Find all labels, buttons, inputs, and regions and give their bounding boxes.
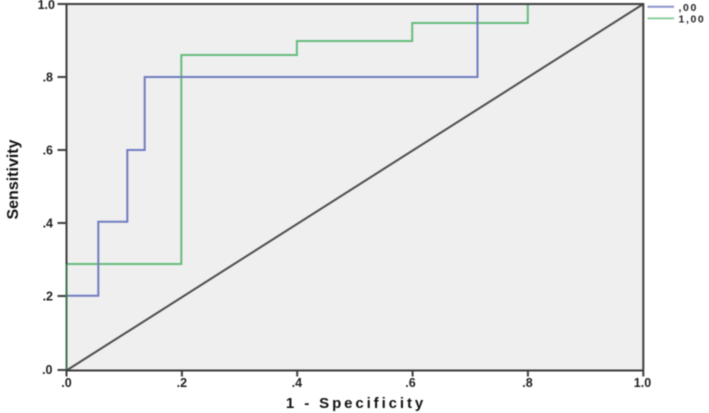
svg-text:.8: .8 — [522, 376, 532, 390]
svg-text:.4: .4 — [292, 376, 302, 390]
svg-text:Sensitivity: Sensitivity — [5, 139, 22, 219]
svg-text:.0: .0 — [42, 363, 52, 377]
svg-text:.2: .2 — [177, 376, 187, 390]
svg-text:1 - Specificity: 1 - Specificity — [286, 395, 426, 412]
svg-text:.2: .2 — [43, 290, 53, 304]
svg-text:.8: .8 — [43, 71, 53, 85]
svg-text:1,00: 1,00 — [679, 14, 706, 26]
svg-text:,00: ,00 — [679, 2, 698, 14]
svg-text:.4: .4 — [43, 217, 53, 231]
svg-text:.6: .6 — [43, 144, 53, 158]
svg-text:.0: .0 — [61, 376, 71, 390]
svg-text:1.0: 1.0 — [634, 376, 651, 390]
svg-text:1.0: 1.0 — [38, 0, 55, 12]
svg-text:.6: .6 — [405, 376, 415, 390]
